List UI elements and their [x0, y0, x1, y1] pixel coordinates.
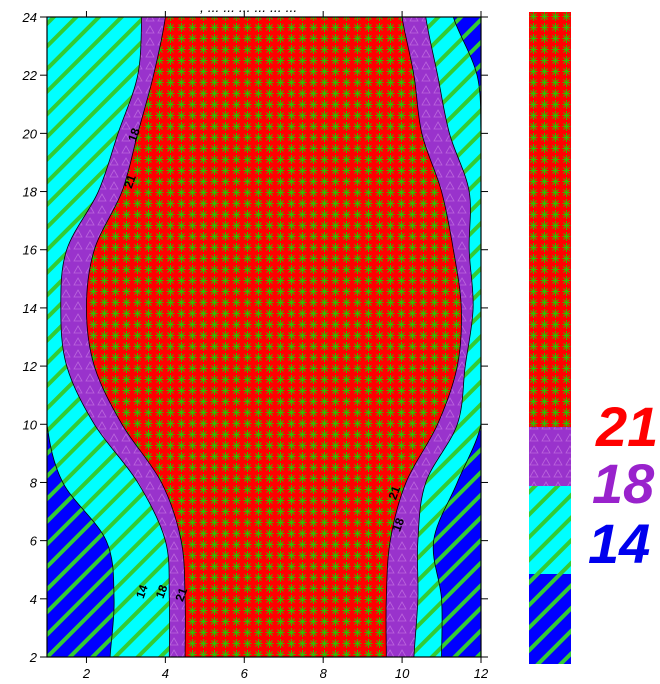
- contour-line-18-left: [60, 17, 170, 657]
- y-tick-label: 8: [30, 475, 38, 490]
- plot-frame: [46, 16, 482, 658]
- y-tick-label: 24: [22, 10, 37, 25]
- contour-label: 18: [125, 126, 143, 144]
- x-tick-label: 4: [162, 666, 169, 681]
- y-tick-label: 2: [29, 650, 38, 665]
- y-tick-label: 20: [22, 126, 38, 141]
- legend-swatch-cyan: [529, 486, 571, 574]
- y-tick-label: 22: [22, 68, 38, 83]
- x-tick-label: 2: [82, 666, 91, 681]
- legend-swatch-blue: [529, 574, 571, 664]
- y-tick-label: 14: [23, 301, 37, 316]
- y-tick-label: 10: [23, 417, 38, 432]
- title-fragment: , ... ... ... ... ... ...: [200, 0, 297, 15]
- region-above-21: [86, 17, 462, 657]
- contour-label: 21: [172, 586, 190, 604]
- contour-label: 21: [121, 172, 139, 190]
- contour-label: 18: [389, 516, 407, 534]
- legend-label-21: 21: [595, 395, 658, 458]
- x-tick-label: 8: [320, 666, 328, 681]
- legend-label-14: 14: [588, 512, 650, 575]
- y-tick-label: 18: [23, 185, 38, 200]
- y-tick-label: 16: [23, 243, 38, 258]
- contour-plot-area: [47, 17, 481, 657]
- contour-line-18-right: [413, 17, 474, 657]
- contour-line-21-right: [385, 17, 462, 657]
- x-tick-label: 6: [241, 666, 249, 681]
- legend-bar: [529, 12, 571, 664]
- y-tick-label: 4: [30, 592, 37, 607]
- contour-label: 18: [153, 583, 171, 601]
- y-tick-label: 12: [23, 359, 38, 374]
- x-tick-label: 12: [474, 666, 489, 681]
- contour-line-14-left: [47, 17, 115, 657]
- contour-label: 21: [386, 484, 404, 502]
- x-tick-label: 10: [395, 666, 410, 681]
- contour-line-21-left: [86, 17, 186, 657]
- contour-label: 14: [133, 583, 151, 601]
- y-tick-label: 6: [30, 534, 38, 549]
- legend-swatch-red: [529, 12, 571, 427]
- contour-line-14-right: [432, 17, 481, 657]
- legend-label-18: 18: [592, 452, 655, 515]
- legend-swatch-purple: [529, 427, 571, 486]
